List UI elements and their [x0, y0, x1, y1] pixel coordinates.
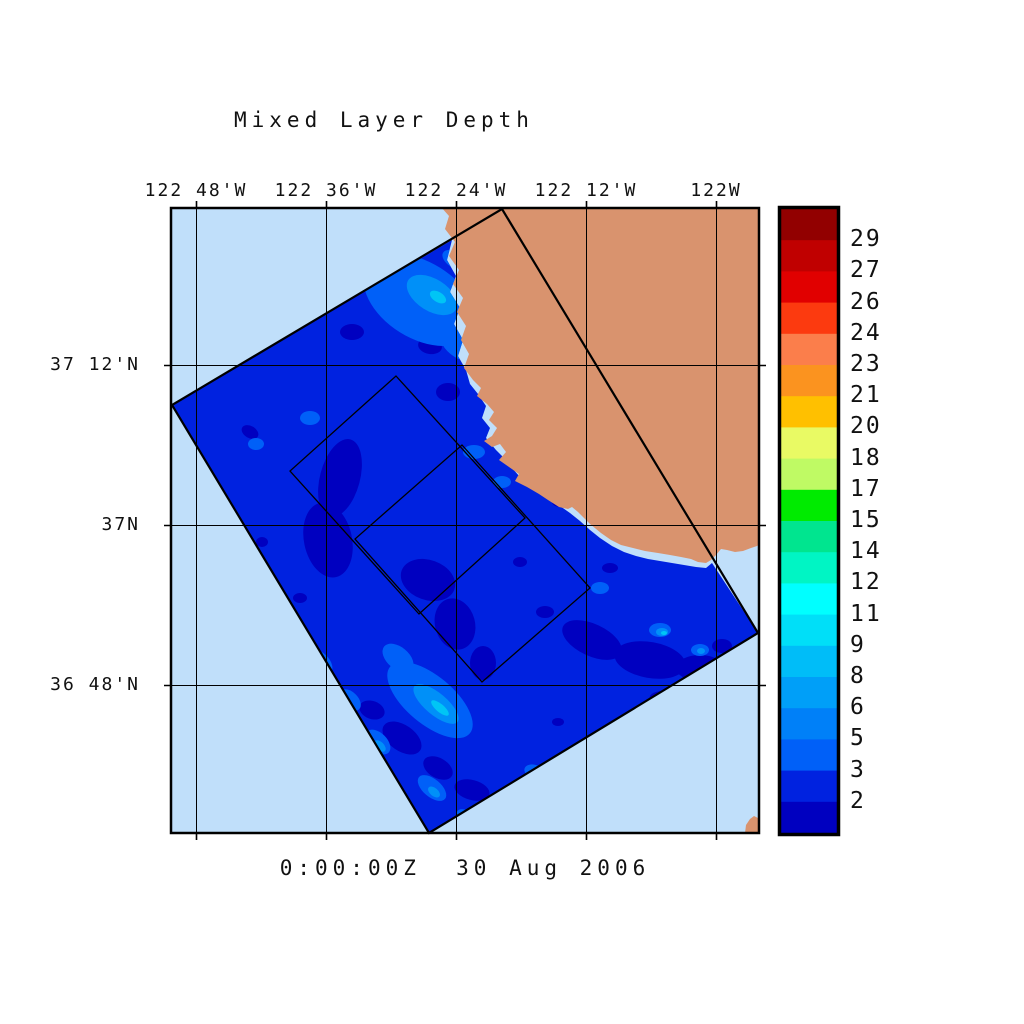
colorbar-tick-label: 29: [850, 226, 882, 252]
colorbar-band: [781, 271, 837, 304]
field-patch: [300, 411, 320, 425]
land-mass: [441, 208, 759, 563]
field-patch: [602, 563, 618, 573]
field-patch: [434, 598, 476, 650]
colorbar-band: [781, 209, 837, 241]
colorbar-tick-label: 2: [850, 788, 866, 814]
field-patch: [359, 700, 385, 720]
figure-title: Mixed Layer Depth: [234, 108, 534, 132]
survey-box-b: [354, 444, 591, 683]
colorbar-tick-label: 18: [850, 445, 882, 471]
field-patch: [463, 445, 485, 459]
colorbar-tick-label: 17: [850, 476, 882, 502]
field-patch: [614, 641, 686, 679]
x-tick-label: 122 12'W: [534, 180, 638, 201]
field-patch: [374, 740, 386, 752]
colorbar-band: [781, 552, 837, 584]
colorbar-tick-label: 24: [850, 320, 882, 346]
field-patch: [382, 643, 414, 673]
colorbar-band: [781, 583, 837, 616]
colorbar-tick-label: 3: [850, 757, 866, 783]
colorbar-tick-label: 23: [850, 351, 882, 377]
field-patch: [436, 383, 460, 401]
field-patch: [428, 786, 440, 798]
colorbar-band: [781, 302, 837, 335]
colorbar-band: [781, 427, 837, 460]
x-tick-label: 122 24'W: [404, 180, 508, 201]
field-patch: [303, 502, 353, 578]
colorbar-tick-label: 26: [850, 289, 882, 315]
field-patch: [256, 537, 268, 547]
colorbar-band: [781, 739, 837, 772]
colorbar-tick-label: 21: [850, 382, 882, 408]
field-patch: [454, 779, 490, 801]
y-tick-label: 36 48'N: [50, 674, 140, 695]
field-patch: [470, 646, 496, 680]
y-tick-label: 37N: [101, 514, 140, 535]
field-patch: [423, 756, 453, 780]
x-tick-label: 122 36'W: [274, 180, 378, 201]
colorbar-band: [781, 489, 837, 522]
field-patch: [513, 557, 527, 567]
colorbar-band: [781, 645, 837, 678]
survey-box-a: [289, 375, 526, 615]
field-patch: [241, 425, 259, 439]
colorbar-band: [781, 458, 837, 491]
colorbar-tick-label: 14: [850, 538, 882, 564]
timestamp: 0:00:00Z 30 Aug 2006: [279, 856, 651, 880]
colorbar: [781, 209, 837, 834]
colorbar-band: [781, 396, 837, 428]
y-tick-label: 37 12'N: [50, 354, 140, 375]
colorbar-frame: [777, 205, 841, 837]
colorbar-band: [781, 801, 837, 834]
field-patch: [248, 438, 264, 450]
colorbar-band: [781, 240, 837, 272]
colorbar-tick-label: 9: [850, 632, 866, 658]
field-patch: [552, 718, 564, 726]
x-tick-label: 122W: [690, 180, 742, 201]
colorbar-band: [781, 614, 837, 647]
field-patch: [591, 582, 609, 594]
map-frame: [169, 206, 761, 835]
colorbar-band: [781, 677, 837, 709]
colorbar-tick-label: 5: [850, 725, 866, 751]
colorbar-band: [781, 365, 837, 397]
field-patch: [562, 620, 622, 660]
field-patch: [429, 290, 447, 304]
colorbar-tick-label: 27: [850, 257, 882, 283]
field-patch: [382, 721, 422, 755]
field-patch: [400, 558, 456, 602]
field-patch: [697, 648, 705, 654]
axis-tick-marks: [164, 201, 766, 840]
colorbar-tick-label: 11: [850, 601, 882, 627]
field-patch: [536, 606, 554, 618]
colorbar-tick-label: 20: [850, 413, 882, 439]
colorbar-tick-label: 6: [850, 694, 866, 720]
field-patch: [340, 324, 364, 340]
field-patch: [431, 700, 449, 716]
colorbar-tick-label: 8: [850, 663, 866, 689]
colorbar-tick-label: 12: [850, 569, 882, 595]
land-patch-south: [745, 816, 758, 832]
graticule: [171, 208, 759, 832]
field-patch: [293, 593, 307, 603]
colorbar-band: [781, 708, 837, 740]
colorbar-band: [781, 333, 837, 366]
field-patch: [661, 631, 667, 635]
colorbar-band: [781, 770, 837, 803]
x-tick-label: 122 48'W: [144, 180, 248, 201]
colorbar-band: [781, 521, 837, 553]
field-patch: [318, 439, 362, 517]
colorbar-tick-label: 15: [850, 507, 882, 533]
mld-data-swath: [172, 240, 758, 832]
